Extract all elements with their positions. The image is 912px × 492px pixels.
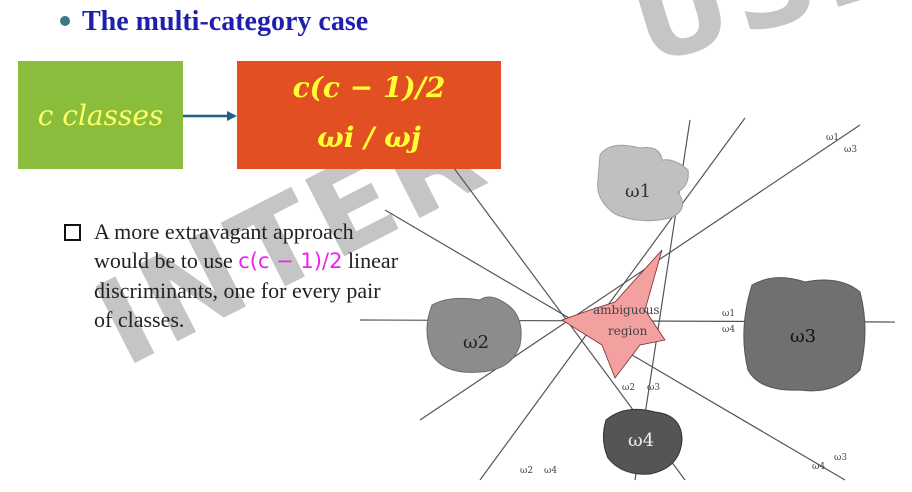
pairwise-classes: ωi / ωj — [317, 121, 421, 154]
class-w1-label: ω1 — [625, 181, 651, 202]
class-w2-blob — [426, 296, 522, 373]
class-w2-label: ω2 — [463, 332, 489, 353]
class-w1-blob — [597, 144, 689, 222]
body-text-post: linear discriminants, one for every pair… — [94, 248, 399, 332]
line-label: ω2 — [622, 383, 635, 393]
line-label: ω4 — [544, 466, 557, 476]
boundary-line — [479, 117, 746, 481]
line-label: ω3 — [834, 453, 847, 463]
class-w3-label: ω3 — [790, 326, 816, 347]
body-text: A more extravagant approach would be to … — [94, 217, 404, 334]
ambiguous-label-line1: ambiguous — [593, 303, 660, 317]
class-w3-blob — [743, 277, 866, 392]
line-label: ω1 — [722, 309, 735, 319]
body-text-pre: A more extravagant approach would be to … — [94, 219, 354, 273]
bullet-icon — [60, 15, 70, 26]
line-label: ω1 — [826, 133, 839, 143]
boundary-line — [419, 124, 861, 421]
line-label: ω4 — [722, 325, 735, 335]
ambiguous-label-line2: region — [608, 324, 648, 338]
class-w4-blob — [602, 408, 683, 475]
body-paragraph: A more extravagant approach would be to … — [64, 217, 404, 334]
arrow-right-icon — [183, 111, 237, 121]
body-formula: c(c − 1)/2 — [238, 249, 343, 273]
line-label: ω2 — [520, 466, 533, 476]
class-w4-label: ω4 — [628, 430, 654, 451]
pairwise-box: c(c − 1)/2 ωi / ωj — [237, 61, 501, 169]
classes-box: c classes — [18, 61, 183, 169]
slide-title: The multi-category case — [60, 6, 368, 38]
slide-title-text: The multi-category case — [82, 6, 369, 37]
line-label: ω3 — [647, 383, 660, 393]
line-label: ω4 — [812, 462, 825, 472]
classes-box-label: c classes — [37, 98, 164, 132]
checkbox-bullet-icon — [64, 224, 81, 241]
pairwise-count: c(c − 1)/2 — [292, 71, 446, 104]
line-label: ω3 — [844, 145, 857, 155]
ambiguous-region — [561, 249, 666, 379]
